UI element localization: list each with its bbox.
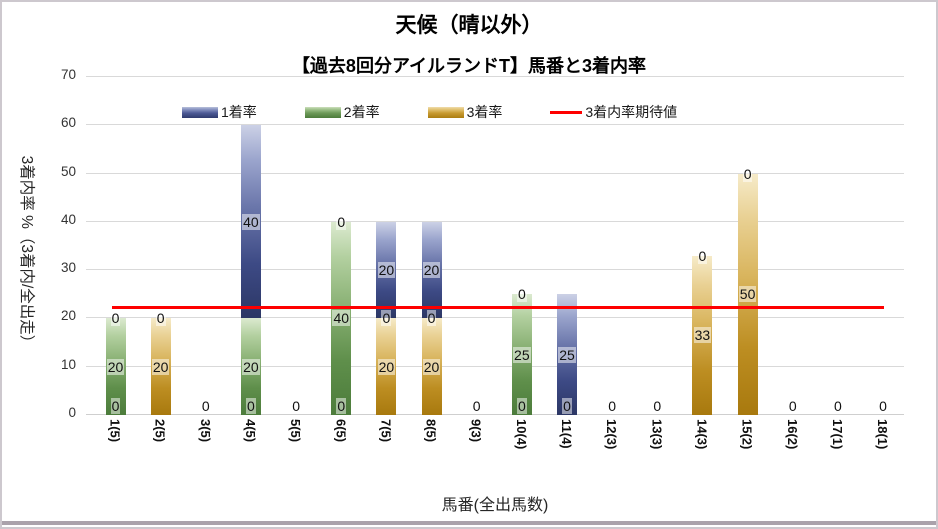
gridline-y20 [86, 317, 904, 319]
y-tick-label-60: 60 [60, 115, 76, 131]
x-tick-label-7(5): 7(5) [378, 419, 394, 443]
bar-value-label: 40 [332, 310, 351, 327]
bar-value-label: 20 [377, 262, 396, 279]
bar-value-label: 40 [242, 213, 260, 230]
bar-value-label: 0 [200, 398, 211, 414]
bar-value-label: 25 [513, 346, 531, 363]
x-tick-label-10(4): 10(4) [513, 419, 529, 450]
x-tick-label-15(2): 15(2) [739, 419, 755, 450]
bar-value-label: 20 [151, 358, 170, 375]
bar-value-label: 0 [878, 398, 888, 414]
legend-item-expected: 3着内率期待値 [550, 102, 677, 122]
x-tick-label-1(5): 1(5) [107, 419, 123, 443]
bar-value-label: 0 [516, 398, 527, 414]
legend-line-expected-icon [550, 110, 583, 114]
bar-value-label: 0 [516, 286, 527, 303]
bar-value-label: 20 [422, 262, 441, 279]
chart-subtitle-text: 【過去8回分アイルランドT】馬番と3着内率 [283, 56, 655, 76]
legend-item-rate2: 2着率 [304, 102, 380, 122]
x-tick-label-8(5): 8(5) [423, 419, 439, 443]
x-tick-label-17(1): 17(1) [829, 419, 845, 450]
x-tick-label-11(4): 11(4) [559, 419, 574, 449]
legend-item-rate1: 1着率 [182, 102, 257, 122]
chart-title: 天候（晴以外） [395, 14, 543, 37]
plot-area: 0 20 0 20 0 0 0 20 40 0 0 40 0 20 0 20 20 0 20 0 0 25 0 0 25 0 0 33… [86, 76, 904, 415]
y-tick-label-40: 40 [60, 211, 76, 227]
y-tick-label-70: 70 [60, 67, 76, 82]
bar-value-label: 0 [787, 398, 798, 414]
gridline-y0 [86, 414, 904, 415]
y-tick-label-0: 0 [68, 405, 76, 420]
y-tick-label-10: 10 [60, 356, 76, 372]
y-tick-label-20: 20 [60, 308, 76, 324]
legend-label-rate3: 3着率 [466, 104, 503, 120]
bar-value-label: 0 [291, 398, 301, 414]
x-tick-label-3(5): 3(5) [197, 419, 213, 443]
legend: 1着率 2着率 3着率 3着内率期待値 [182, 102, 677, 122]
window-bottom-edge [2, 521, 936, 525]
legend-label-rate2: 2着率 [343, 104, 380, 120]
gridline-y30 [86, 269, 904, 271]
bar-value-label: 20 [422, 358, 441, 375]
bar-value-label: 20 [377, 358, 396, 375]
bar-value-label: 0 [246, 398, 256, 414]
gridline-y70 [86, 76, 904, 77]
y-tick-label-50: 50 [60, 163, 76, 179]
x-axis-title: 馬番(全出馬数) [441, 497, 549, 514]
bar-value-label: 0 [381, 310, 392, 327]
x-tick-label-5(5): 5(5) [288, 419, 304, 443]
bar-value-label: 0 [471, 398, 482, 414]
bar-value-label: 0 [110, 398, 121, 414]
chart-subtitle: 【過去8回分アイルランドT】馬番と3着内率 [2, 52, 936, 78]
x-tick-label-6(5): 6(5) [333, 419, 349, 443]
bar-value-label: 0 [336, 398, 347, 414]
bar-value-label: 33 [693, 327, 712, 344]
x-tick-label-2(5): 2(5) [152, 419, 168, 443]
x-tick-label-16(2): 16(2) [784, 419, 800, 450]
bar-value-label: 25 [558, 346, 576, 363]
bar-value-label: 20 [242, 358, 260, 375]
bar-value-label: 0 [832, 398, 843, 414]
bar-value-label: 0 [562, 398, 572, 414]
legend-swatch-rate2-icon [304, 106, 341, 118]
gridline-y60 [86, 124, 904, 126]
bar-value-label: 0 [742, 165, 753, 182]
gridline-y50 [86, 172, 904, 174]
x-tick-label-18(1): 18(1) [875, 419, 891, 450]
y-tick-label-30: 30 [60, 260, 76, 276]
x-tick-label-9(3): 9(3) [468, 419, 484, 443]
x-tick-label-13(3): 13(3) [649, 419, 665, 450]
x-tick-label-12(3): 12(3) [604, 419, 620, 450]
bar-value-label: 20 [106, 358, 125, 375]
legend-swatch-rate1-icon [182, 106, 218, 118]
x-tick-label-4(5): 4(5) [242, 419, 258, 443]
x-tick-label-14(3): 14(3) [694, 419, 710, 450]
legend-label-expected: 3着内率期待値 [585, 104, 678, 120]
bar-value-label: 0 [697, 247, 708, 264]
expected-value-line [112, 305, 884, 309]
legend-label-rate1: 1着率 [221, 104, 257, 120]
bar-value-label: 0 [652, 398, 663, 414]
bar-value-label: 0 [426, 310, 437, 327]
bar-value-label: 0 [155, 310, 166, 327]
bar-value-label: 0 [336, 213, 347, 230]
legend-item-rate3: 3着率 [427, 102, 503, 122]
bar-value-label: 0 [110, 310, 121, 327]
bar-value-label: 50 [738, 286, 757, 303]
gridline-y40 [86, 220, 904, 222]
legend-swatch-rate3-icon [427, 106, 464, 118]
gridline-y10 [86, 365, 904, 367]
bar-value-label: 0 [607, 398, 618, 414]
